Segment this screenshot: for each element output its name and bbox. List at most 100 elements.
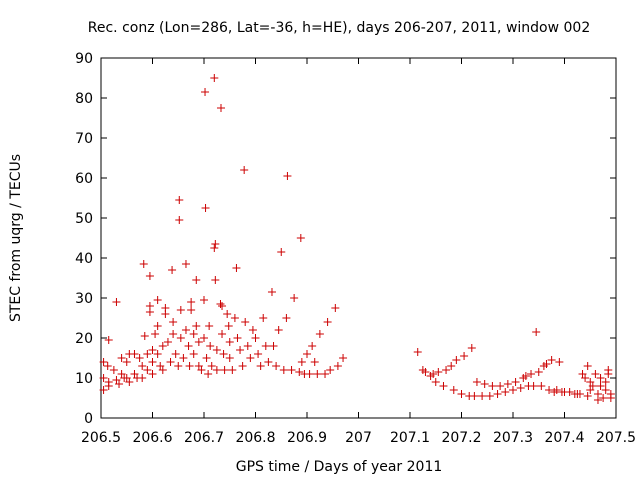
data-point [148,358,157,366]
data-point [158,366,167,374]
data-point [529,382,538,390]
data-point [606,394,615,402]
x-tick-label: 206.9 [287,430,327,446]
data-point [175,216,184,224]
data-point [251,334,260,342]
data-point [532,328,541,336]
data-point [176,334,185,342]
data-point [112,298,121,306]
data-point [230,314,239,322]
x-tick-label: 207.4 [544,430,584,446]
data-point [163,338,172,346]
y-tick-label: 90 [75,51,93,67]
data-point [189,330,198,338]
data-point [238,362,247,370]
data-point [171,350,180,358]
data-point [145,302,154,310]
data-point [236,346,245,354]
data-point [295,368,304,376]
data-point [140,332,149,340]
data-point [210,74,219,82]
data-point [246,354,255,362]
data-point [103,362,112,370]
x-tick-label: 206.6 [132,430,172,446]
x-axis: 206.5 206.6 206.7 206.8 206.9 207 207.1 207.2 20… [81,58,636,446]
data-point [225,338,234,346]
y-tick-label: 20 [75,331,93,347]
data-point [139,260,148,268]
data-point [201,88,210,96]
data-point [187,298,196,306]
data-point [201,204,210,212]
data-point [575,390,584,398]
data-point [216,104,225,112]
data-point [218,302,227,310]
data-point [264,358,273,366]
data-point [321,370,330,378]
data-point [151,330,160,338]
x-tick-label: 207.2 [441,430,481,446]
x-tick-label: 207.3 [493,430,533,446]
data-point [588,382,597,390]
data-point [175,196,184,204]
data-point [434,368,443,376]
data-point [323,318,332,326]
x-tick-label: 207.5 [596,430,636,446]
data-point [225,354,234,362]
data-point [604,366,613,374]
data-point [442,366,451,374]
y-tick-label: 10 [75,371,93,387]
data-point [153,350,162,358]
data-point [333,362,342,370]
data-point [593,390,602,398]
data-point [297,358,306,366]
y-axis: 0 10 20 30 40 50 60 70 80 90 [75,51,616,427]
data-point [219,350,228,358]
data-point [511,378,520,386]
data-point [248,326,257,334]
data-point [212,366,221,374]
y-axis-label: STEC from uqrg / TECUs [8,154,24,322]
data-point [431,378,440,386]
data-point [117,354,126,362]
data-point [274,326,283,334]
y-tick-label: 70 [75,131,93,147]
data-point [232,264,241,272]
x-tick-label: 206.5 [81,430,121,446]
data-point [204,370,213,378]
chart-title: Rec. conz (Lon=286, Lat=-36, h=HE), days… [88,20,590,36]
data-point [216,300,225,308]
data-point [305,370,314,378]
data-point [145,272,154,280]
data-point [228,366,237,374]
y-tick-label: 40 [75,251,93,267]
data-point [122,358,131,366]
data-point [296,234,305,242]
data-point [223,310,232,318]
data-point [166,358,175,366]
data-point [161,304,170,312]
data-point [601,386,610,394]
data-point [176,306,185,314]
data-point [599,394,608,402]
data-point [179,354,188,362]
y-tick-label: 0 [84,411,93,427]
data-point [315,330,324,338]
data-point [581,374,590,382]
data-point [212,346,221,354]
data-point [545,386,554,394]
data-point [185,362,194,370]
data-point [148,346,157,354]
data-point [148,370,157,378]
data-point [496,382,505,390]
data-point [169,330,178,338]
data-point [189,350,198,358]
data-point [256,362,265,370]
x-tick-label: 207 [345,430,372,446]
x-tick-label: 207.1 [390,430,430,446]
data-point [277,248,286,256]
data-point [527,370,536,378]
data-point [202,354,211,362]
data-point [135,354,144,362]
data-point [472,378,481,386]
